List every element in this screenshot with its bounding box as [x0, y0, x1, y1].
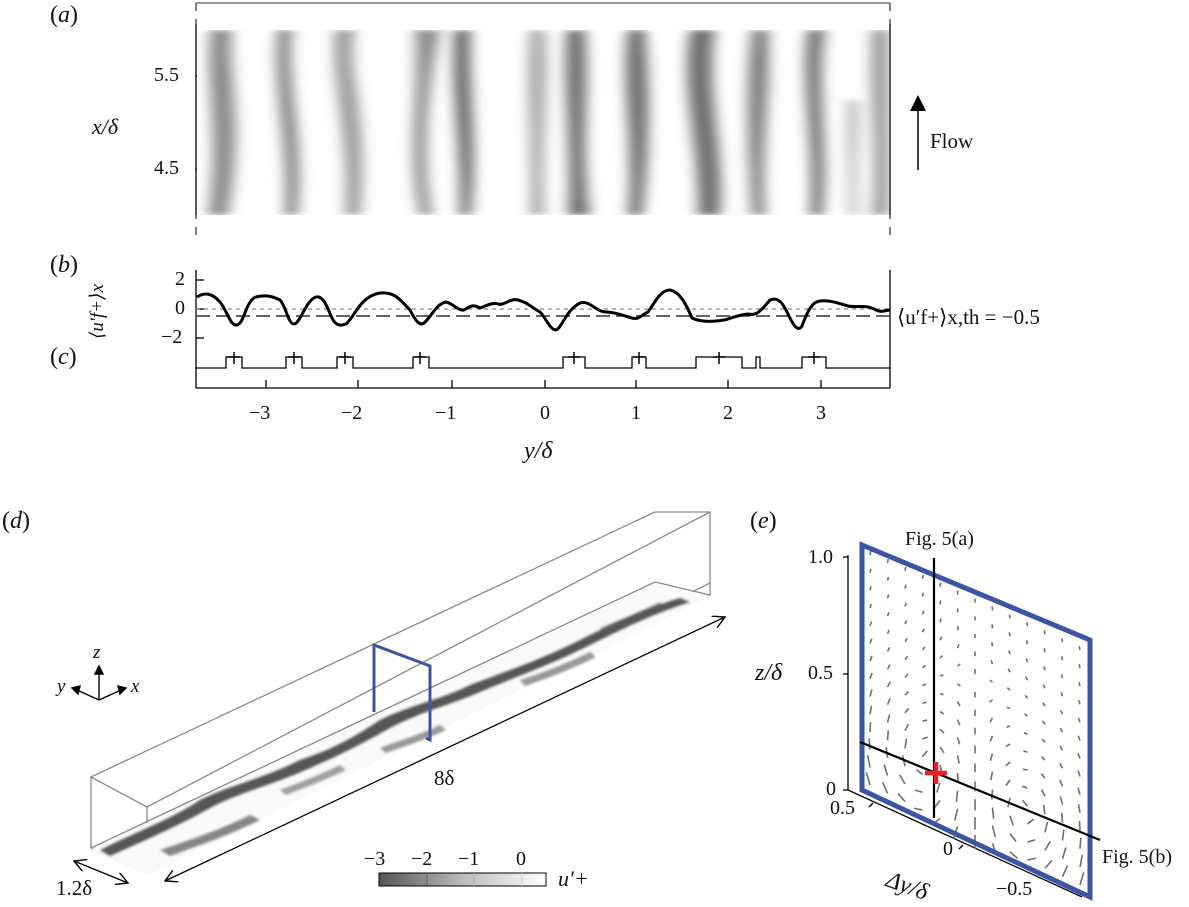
triad-z-label: z	[93, 642, 100, 664]
panel-bc-axes	[196, 270, 890, 388]
cbar-tick-neg1: −1	[458, 848, 479, 871]
xtick-1: 1	[631, 402, 641, 425]
panel-a-ylabel: x/δ	[92, 114, 118, 140]
xtick-0: 0	[540, 402, 550, 425]
xtick-neg1: −1	[435, 402, 456, 425]
signal-curve	[197, 290, 890, 330]
panel-a-ytick-4.5: 4.5	[154, 157, 179, 180]
colorbar	[379, 873, 546, 886]
panel-d-label: (d)	[2, 508, 30, 535]
marker-cross-icon	[925, 762, 947, 784]
panel-e-ytick-0.5: 0.5	[808, 662, 833, 685]
flow-arrow-icon	[910, 95, 926, 170]
line-fig5b-label: Fig. 5(b)	[1102, 846, 1172, 869]
length-dimension-arrow	[165, 617, 725, 881]
indicator-signal	[196, 357, 890, 368]
triad-x-label: x	[131, 676, 139, 698]
panel-b-label: (b)	[50, 252, 78, 279]
xtick-3: 3	[816, 402, 826, 425]
panel-e-xtick-neg0.5: −0.5	[996, 878, 1032, 901]
flow-label: Flow	[930, 129, 973, 154]
panel-b-ytick-2: 2	[175, 268, 185, 291]
line-fig5a-label: Fig. 5(a)	[905, 528, 974, 551]
panel-e-label: (e)	[750, 508, 777, 535]
panel-b-ytick-0: 0	[175, 297, 185, 320]
panel-c-label: (c)	[50, 344, 77, 371]
xtick-neg3: −3	[249, 402, 270, 425]
xtick-2: 2	[723, 402, 733, 425]
plane-frame	[862, 545, 1090, 897]
panel-b-ylabel: ⟨u′f+⟩x	[86, 284, 109, 339]
streak-heatmap	[197, 30, 889, 215]
line-fig5b	[860, 742, 1100, 840]
cbar-tick-0: 0	[516, 848, 526, 871]
panel-e-xtick-0: 0	[943, 838, 953, 861]
cbar-tick-neg3: −3	[364, 848, 385, 871]
minima-markers	[228, 352, 820, 364]
colorbar-label: u′+	[558, 866, 589, 892]
panel-b-ytick-neg2: −2	[161, 326, 182, 349]
velocity-vectors	[866, 551, 1083, 885]
panel-a-ytick-5.5: 5.5	[154, 64, 179, 87]
threshold-label: ⟨u′f+⟩x,th = −0.5	[897, 305, 1040, 330]
length-label: 8δ	[434, 766, 454, 791]
panel-e-ylabel: z/δ	[755, 660, 782, 687]
panel-e-xtick-0.5: 0.5	[830, 797, 855, 820]
axes-triad-icon	[72, 666, 126, 700]
xtick-neg2: −2	[341, 402, 362, 425]
panel-e-ytick-1.0: 1.0	[808, 546, 833, 569]
wall-plane-contours	[92, 583, 710, 875]
panel-bc-xlabel: y/δ	[524, 438, 552, 465]
cbar-tick-neg2: −2	[411, 848, 432, 871]
width-label: 1.2δ	[56, 876, 92, 901]
triad-y-label: y	[57, 676, 65, 698]
panel-e-axes	[843, 555, 1092, 897]
